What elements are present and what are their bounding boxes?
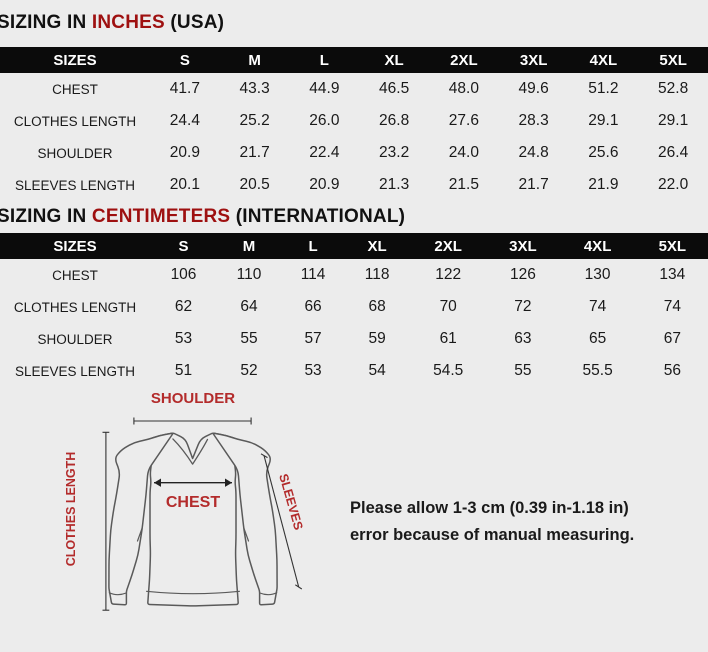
svg-text:CHEST: CHEST <box>166 494 220 511</box>
svg-text:SHOULDER: SHOULDER <box>151 390 235 407</box>
svg-text:CLOTHES LENGTH: CLOTHES LENGTH <box>64 452 78 567</box>
svg-text:SLEEVES: SLEEVES <box>276 472 305 531</box>
